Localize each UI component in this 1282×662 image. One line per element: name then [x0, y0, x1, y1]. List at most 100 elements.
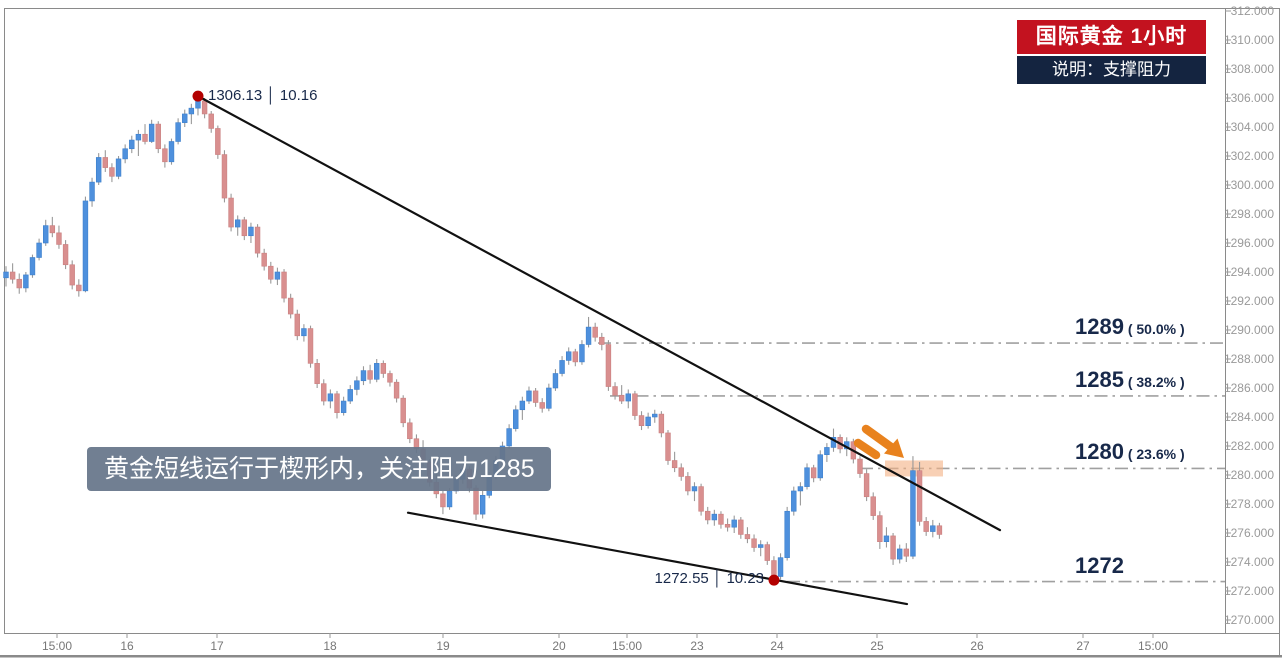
candle-body: [168, 141, 175, 163]
x-axis-label: 19: [436, 639, 450, 653]
candle-body: [599, 336, 605, 345]
y-axis-label: 1284.000: [1224, 410, 1274, 424]
candle-body: [175, 122, 181, 142]
candle-body: [142, 133, 148, 142]
candle-body: [9, 271, 16, 280]
candle-body: [82, 200, 89, 292]
candle-body: [486, 476, 492, 496]
candle-body: [724, 523, 731, 528]
candle-body: [810, 467, 817, 479]
candle-body: [347, 389, 353, 402]
candle-body: [321, 383, 327, 402]
candle-body: [294, 313, 300, 337]
candle-body: [115, 158, 122, 177]
candle-body: [771, 560, 777, 577]
candle-body: [29, 257, 36, 276]
y-axis-label: 1282.000: [1224, 439, 1274, 453]
candle-body: [652, 413, 658, 418]
candle-body: [182, 113, 188, 123]
candle-body: [479, 494, 486, 515]
candle-body: [618, 394, 625, 402]
y-axis-label: 1274.000: [1224, 555, 1274, 569]
candle-body: [314, 363, 320, 384]
candle-body: [764, 544, 771, 561]
candle-body: [201, 100, 208, 115]
candle-body: [625, 393, 631, 402]
candle-body: [936, 525, 943, 535]
candle-body: [69, 264, 75, 286]
trendline: [406, 511, 909, 606]
x-axis-label: 23: [690, 639, 704, 653]
y-axis-label: 1304.000: [1224, 120, 1274, 134]
candle-body: [916, 470, 923, 522]
candle-body: [43, 225, 49, 244]
candle-body: [268, 265, 274, 280]
candle-body: [691, 486, 698, 492]
candle-body: [387, 373, 393, 383]
candle-body: [235, 219, 241, 228]
candle-body: [804, 467, 810, 487]
candle-body: [565, 351, 572, 361]
candle-body: [340, 400, 347, 413]
candle-body: [3, 271, 9, 279]
y-axis-label: 1300.000: [1224, 178, 1274, 192]
candle-body: [228, 197, 234, 228]
candle-body: [890, 535, 896, 560]
candle-body: [546, 387, 552, 409]
y-axis-label: 1290.000: [1224, 323, 1274, 337]
x-axis-label: 26: [970, 639, 984, 653]
candle-body: [195, 100, 201, 109]
y-axis-label: 1288.000: [1224, 352, 1274, 366]
y-axis-label: 1276.000: [1224, 526, 1274, 540]
candle-body: [23, 274, 29, 289]
y-axis-label: 312.000: [1231, 4, 1275, 18]
arrow-tail: [861, 424, 896, 452]
candle-body: [777, 557, 784, 577]
candle-body: [188, 107, 195, 115]
candle-body: [698, 486, 704, 512]
candle-body: [307, 328, 314, 364]
y-axis-label: 1298.000: [1224, 207, 1274, 221]
x-axis-label: 20: [552, 639, 566, 653]
candle-body: [579, 344, 585, 363]
candle-body: [374, 363, 380, 380]
candle-body: [896, 548, 903, 560]
candle-body: [638, 415, 645, 426]
candle-body: [281, 271, 287, 299]
candle-body: [393, 381, 400, 399]
candle-body: [870, 496, 876, 516]
candle-body: [466, 468, 473, 489]
x-axis-label: 17: [210, 639, 224, 653]
candle-body: [731, 519, 737, 528]
y-axis-label: 1278.000: [1224, 497, 1274, 511]
candle-body: [665, 432, 671, 461]
candle-body: [784, 510, 790, 558]
trendline: [196, 95, 1002, 532]
candle-body: [605, 344, 612, 387]
candle-body: [426, 461, 433, 483]
y-axis-label: 1286.000: [1224, 381, 1274, 395]
x-axis-label: 24: [770, 639, 784, 653]
candle-body: [221, 154, 228, 199]
candle-body: [433, 481, 439, 495]
candle-body: [109, 167, 115, 177]
candle-body: [261, 252, 267, 267]
candle-body: [162, 148, 168, 163]
candle-body: [56, 232, 62, 245]
y-axis-label: 1272.000: [1224, 584, 1274, 598]
x-axis-label: 15:00: [42, 639, 72, 653]
candle-body: [817, 454, 823, 479]
candle-body: [215, 128, 221, 155]
candle-body: [473, 487, 479, 515]
candle-body: [301, 328, 307, 337]
candle-body: [678, 467, 684, 477]
candle-body: [930, 525, 936, 532]
candle-body: [757, 544, 764, 548]
y-axis-label: 1294.000: [1224, 265, 1274, 279]
candle-body: [705, 510, 711, 521]
arrow-tail: [853, 438, 881, 460]
candle-body: [923, 521, 929, 532]
candle-body: [102, 157, 109, 168]
highlight-zone: [885, 460, 943, 477]
